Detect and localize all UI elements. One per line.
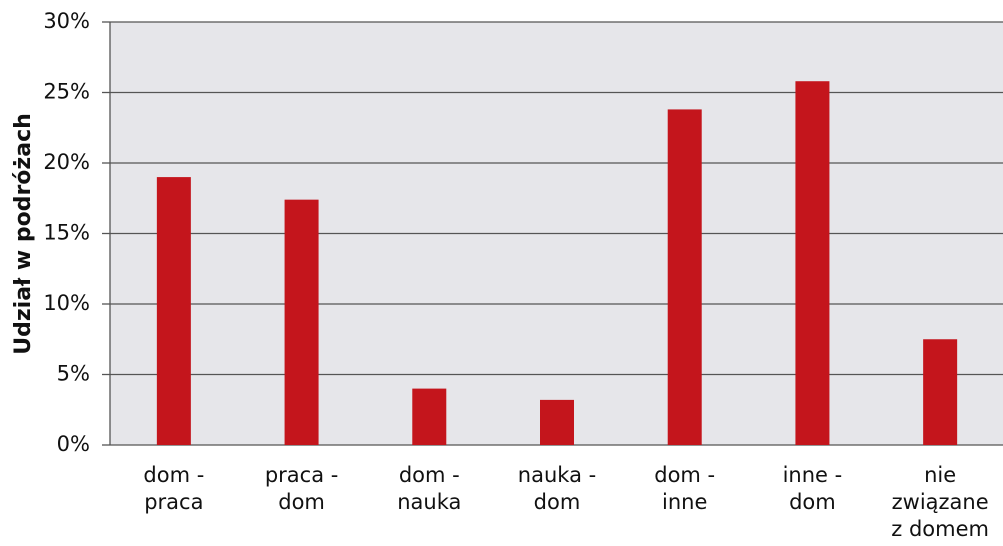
x-tick-label: dom - praca bbox=[143, 463, 205, 514]
bar bbox=[540, 399, 574, 445]
bar bbox=[923, 339, 958, 445]
x-tick-label: nauka - dom bbox=[517, 463, 597, 514]
x-tick-label: praca - dom bbox=[264, 463, 339, 514]
y-tick-label: 15% bbox=[43, 221, 90, 245]
bar bbox=[795, 81, 830, 445]
x-tick-label: dom - inne bbox=[654, 463, 716, 514]
y-tick-label: 0% bbox=[57, 432, 90, 456]
y-axis-label: Udział w podróżach bbox=[11, 113, 36, 355]
x-tick-label: dom - nauka bbox=[397, 463, 462, 514]
bar bbox=[667, 109, 702, 446]
y-tick-label: 25% bbox=[43, 80, 90, 104]
y-tick-label: 30% bbox=[43, 9, 90, 33]
bar bbox=[412, 388, 447, 445]
bar bbox=[156, 177, 191, 445]
x-tick-label: inne - dom bbox=[782, 463, 843, 514]
x-tick-label: nie związane z domem bbox=[891, 463, 989, 541]
bar bbox=[284, 199, 319, 445]
y-tick-label: 5% bbox=[57, 362, 90, 386]
y-tick-label: 20% bbox=[43, 150, 90, 174]
y-tick-label: 10% bbox=[43, 291, 90, 315]
